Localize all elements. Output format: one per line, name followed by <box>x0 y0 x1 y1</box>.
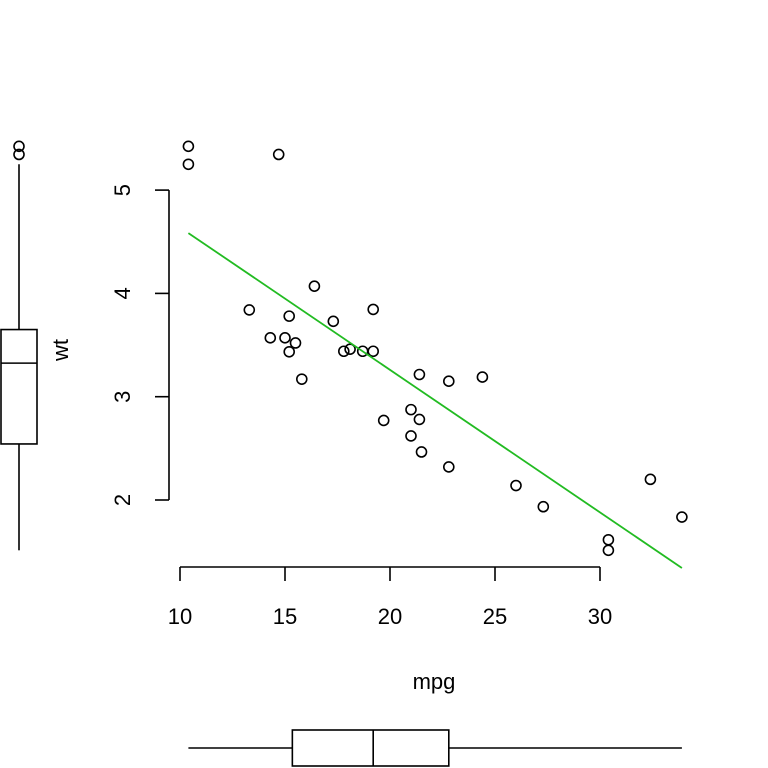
data-point <box>272 148 285 161</box>
data-point <box>289 337 302 349</box>
data-point <box>327 315 340 328</box>
x-axis: 10 15 20 25 30 <box>168 566 612 629</box>
data-point <box>308 280 321 292</box>
data-point <box>283 345 296 358</box>
data-point <box>413 368 426 381</box>
y-axis: 2 3 4 5 <box>110 184 170 506</box>
data-point <box>337 345 350 358</box>
y-tick-label: 2 <box>110 494 135 506</box>
regression-line-group <box>187 232 683 569</box>
data-point <box>676 511 688 523</box>
x-box-iqr <box>291 729 450 767</box>
y-box-outlier <box>13 140 25 153</box>
y-box-iqr <box>0 328 38 445</box>
data-point <box>279 332 291 344</box>
data-point <box>405 430 417 442</box>
y-tick-label: 3 <box>110 391 135 403</box>
data-point <box>295 373 308 385</box>
data-point <box>283 310 296 322</box>
data-point <box>405 403 417 416</box>
data-point <box>602 533 615 546</box>
mpg-marginal-boxplot <box>188 729 682 767</box>
data-point <box>415 446 428 458</box>
data-point <box>344 343 356 355</box>
regression-line <box>187 232 683 569</box>
y-box-outlier <box>13 148 25 161</box>
data-point <box>243 304 256 316</box>
data-point <box>182 158 195 171</box>
data-point <box>442 461 455 473</box>
y-tick-label: 5 <box>110 184 135 196</box>
data-point <box>182 140 195 153</box>
data-point <box>367 345 380 358</box>
x-tick-label: 20 <box>378 604 402 629</box>
x-tick-label: 25 <box>483 604 507 629</box>
data-point <box>367 303 380 316</box>
data-point <box>602 544 615 557</box>
data-point <box>413 413 426 426</box>
data-point <box>537 500 550 513</box>
x-tick-label: 10 <box>168 604 192 629</box>
scatter-points <box>182 140 688 557</box>
wt-marginal-boxplot <box>0 140 38 551</box>
data-point <box>264 332 277 344</box>
x-tick-label: 30 <box>588 604 612 629</box>
x-tick-label: 15 <box>273 604 297 629</box>
data-point <box>377 414 390 427</box>
data-point <box>510 479 522 492</box>
y-tick-label: 4 <box>110 287 135 299</box>
x-axis-title: mpg <box>413 669 456 694</box>
data-point <box>644 473 657 486</box>
y-axis-title: wt <box>48 339 73 362</box>
data-point <box>476 371 489 383</box>
data-point <box>442 375 455 388</box>
